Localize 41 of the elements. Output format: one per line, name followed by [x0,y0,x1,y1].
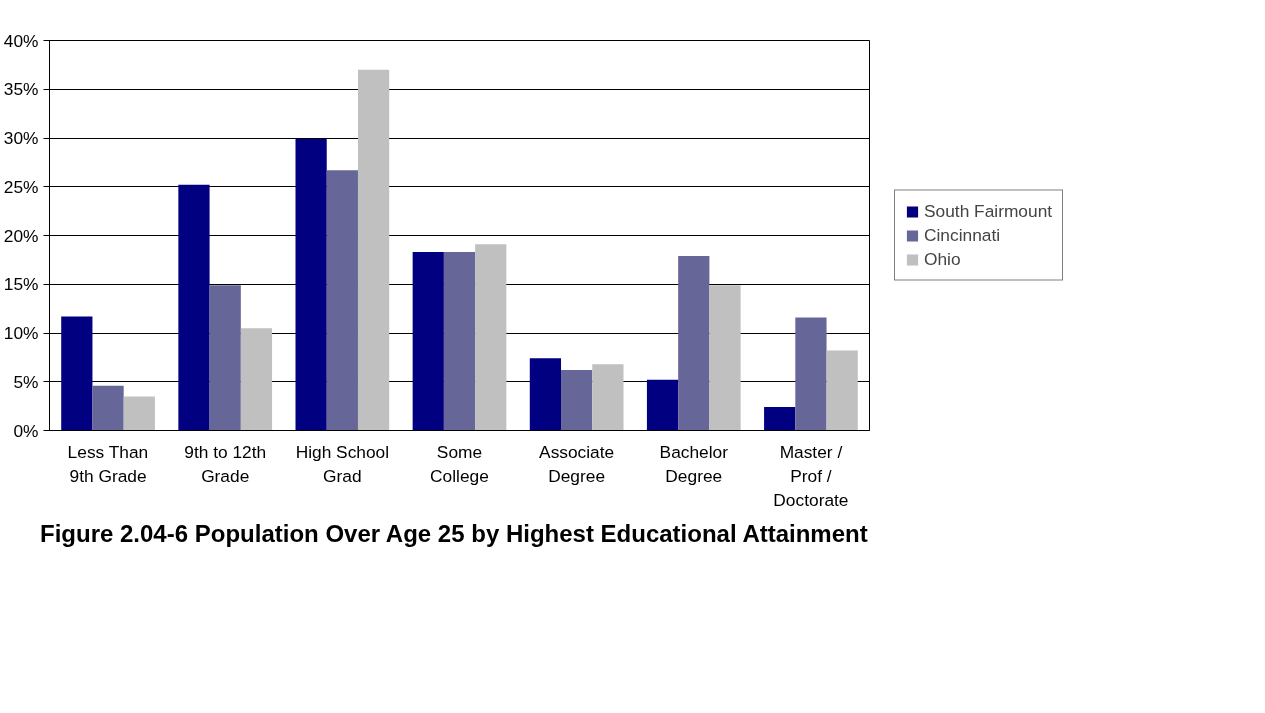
y-tick-label: 25% [3,176,39,197]
bar [357,69,390,431]
bar [529,358,562,431]
bar [209,285,241,431]
bar [295,138,327,431]
y-tick-label: 40% [3,30,39,51]
text: Figure 2.04-6 Population Over Age 25 by Highest Educational Attainment [40,519,868,549]
y-tick-label: 20% [3,225,39,246]
bar [92,385,124,431]
bar [326,170,358,431]
x-tick-label: Bachelor Degree [659,441,729,486]
x-tick-label: Associate Degree [539,441,615,486]
y-tick-label: 10% [3,323,39,343]
bar [443,252,476,431]
legend-label: South Fairmount [924,200,1053,222]
bar [61,316,93,431]
y-tick-label: 0% [13,420,39,441]
bar [646,379,679,431]
y-tick-label: 5% [13,371,39,392]
bar [795,317,827,431]
x-tick-label: Less Than 9th Grade [67,441,149,486]
legend-label: Ohio [924,248,961,270]
bar [412,252,444,431]
x-tick-label: Some College [430,441,489,486]
x-tick-label: High School Grad [295,441,390,486]
y-tick-label: 35% [3,79,39,100]
bar [764,407,796,431]
bar [178,184,210,431]
bar [678,255,710,431]
bar [592,364,624,431]
x-tick-label: Master / Prof / Doctorate [773,441,849,510]
bar [123,396,155,431]
bar [561,370,593,431]
legend-label: Cincinnati [924,224,1001,246]
bar [826,350,858,431]
x-tick-label: 9th to 12th Grade [184,441,267,486]
y-tick-label: 15% [3,274,39,295]
y-tick-label: 30% [3,128,39,148]
bar [240,328,273,431]
bar [709,285,741,431]
bar [475,244,507,431]
